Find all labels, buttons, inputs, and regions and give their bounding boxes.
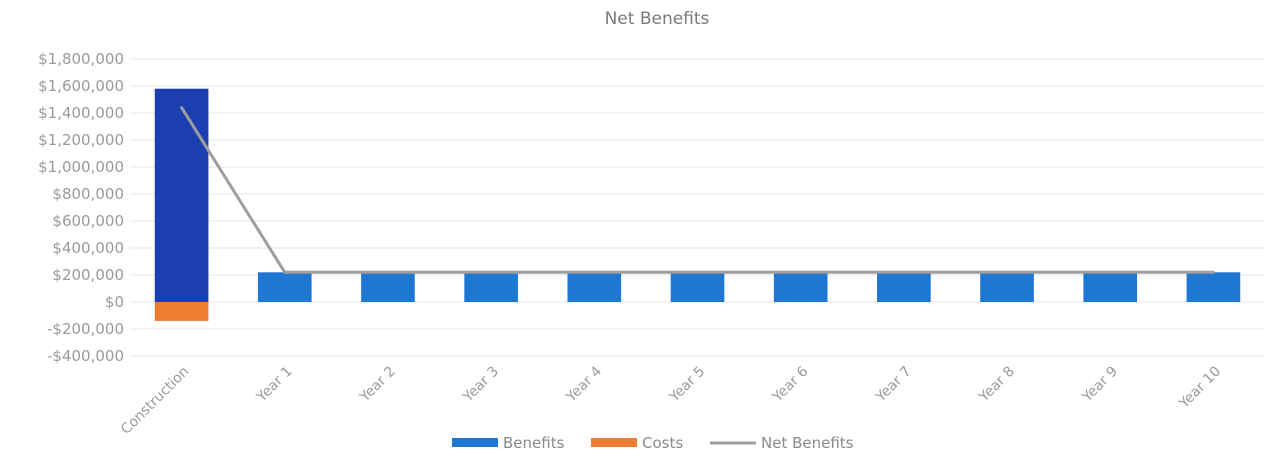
bar-benefits-0 [154,88,209,302]
net-benefits-point-4 [592,270,596,274]
y-tick-label-2: $1,400,000 [38,104,124,122]
bar-benefits-10 [1186,272,1241,302]
net-benefits-point-5 [696,270,699,274]
legend: Benefits Costs Net Benefits [452,434,854,452]
bar-benefits-3 [464,272,518,302]
chart-title: Net Benefits [605,9,710,29]
x-tick-label-7: Year 7 [872,364,914,406]
y-tick-label-6: $600,000 [52,212,124,230]
y-tick-label-0: $1,800,000 [38,50,124,68]
bar-benefits-5 [670,272,725,302]
legend-label-benefits: Benefits [503,434,565,452]
y-tick-label-5: $800,000 [52,185,124,203]
x-tick-label-9: Year 9 [1079,364,1121,406]
net-benefits-point-9 [1108,270,1112,274]
bar-benefits-9 [1083,272,1138,302]
bar-benefits-2 [361,272,415,302]
net-benefits-point-1 [283,270,287,274]
y-tick-label-7: $400,000 [52,239,124,257]
net-benefits-point-2 [386,270,390,274]
net-benefits-point-7 [902,270,906,274]
net-benefits-point-0 [180,106,184,110]
bar-benefits-6 [773,272,828,302]
x-axis-ticks: Construction Year 1 Year 2 Year 3 Year 4 Year… [118,363,1224,437]
net-benefits-point-8 [1005,270,1009,274]
bar-costs-0 [154,302,209,321]
x-tick-label-8: Year 8 [975,364,1017,406]
net-benefits-point-6 [799,270,803,274]
bar-benefits-7 [877,272,931,302]
y-tick-label-3: $1,200,000 [38,131,124,149]
x-tick-label-1: Year 1 [253,364,295,406]
gridlines [130,58,1265,357]
y-tick-label-11: -$400,000 [47,347,124,365]
net-benefits-point-3 [489,270,493,274]
legend-label-costs: Costs [642,434,683,452]
x-tick-label-6: Year 6 [769,363,811,405]
x-tick-label-0: Construction [118,364,192,438]
bar-benefits-1 [257,272,312,302]
y-axis-ticks: $1,800,000 $1,600,000 $1,400,000 $1,200,000… [38,50,124,365]
net-benefits-line-layer [180,106,1215,274]
x-tick-label-10: Year 10 [1176,364,1225,413]
y-tick-label-10: -$200,000 [47,320,124,338]
legend-label-net-benefits: Net Benefits [761,434,854,452]
bar-benefits-8 [980,272,1034,302]
y-tick-label-8: $200,000 [52,266,124,284]
x-tick-label-4: Year 4 [563,363,605,405]
x-tick-label-2: Year 2 [356,364,398,406]
bars [154,88,1241,321]
net-benefits-point-10 [1211,270,1215,274]
legend-swatch-benefits [452,438,498,447]
x-tick-label-3: Year 3 [460,364,502,406]
x-tick-label-5: Year 5 [666,364,708,406]
bar-benefits-4 [567,272,622,302]
legend-swatch-costs [591,438,637,447]
y-tick-label-9: $0 [105,293,124,311]
y-tick-label-1: $1,600,000 [38,77,124,95]
y-tick-label-4: $1,000,000 [38,158,124,176]
